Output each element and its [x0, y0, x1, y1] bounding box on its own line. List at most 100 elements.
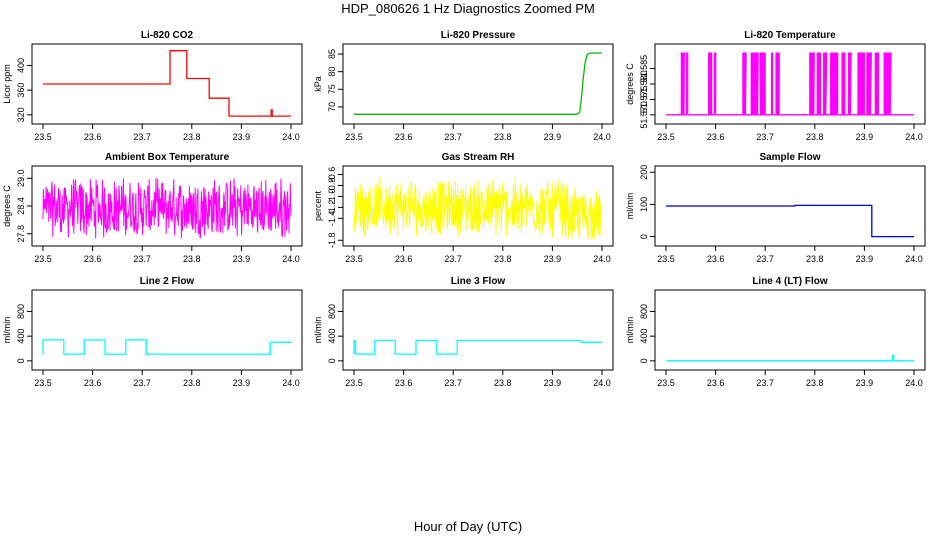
li-820-pressure-xtick-label: 23.9	[544, 132, 562, 142]
panel-line-2-flow: Line 2 Flow ml/min 23.5 23.6 23.7 23.8 23.9 24.…	[2, 276, 303, 388]
li-820-co2-series-line	[43, 50, 291, 117]
li-820-temperature-ytick-label: 51.570	[639, 101, 649, 129]
ambient-box-temperature-xtick-label: 23.6	[84, 254, 102, 264]
li-820-co2-xtick-label: 23.8	[183, 132, 201, 142]
li-820-pressure-title: Li-820 Pressure	[441, 30, 516, 41]
li-820-pressure-ytick-label: 80	[327, 67, 337, 77]
ambient-box-temperature-xtick-label: 23.5	[34, 254, 52, 264]
ambient-box-temperature-ytick-label: 29.0	[16, 169, 26, 187]
line-3-flow-xtick-label: 23.7	[444, 378, 462, 388]
line-2-flow-ytick-label: 0	[16, 358, 26, 363]
line-4-lt-flow-xtick-label: 23.8	[806, 378, 824, 388]
gas-stream-rh-xtick-label: 24.0	[593, 254, 611, 264]
line-4-lt-flow-frame	[654, 289, 926, 371]
gas-stream-rh-xtick-label: 23.5	[345, 254, 363, 264]
line-4-lt-flow-ylabel: ml/min	[625, 317, 635, 344]
li-820-pressure-frame	[342, 43, 614, 125]
sample-flow-xtick-label: 23.9	[856, 254, 874, 264]
li-820-pressure-ytick-label: 85	[327, 49, 337, 59]
li-820-temperature-xtick-label: 24.0	[905, 132, 923, 142]
gas-stream-rh-xtick-label: 23.8	[494, 254, 512, 264]
line-4-lt-flow-xtick-label: 23.6	[707, 378, 725, 388]
li-820-temperature-xtick-label: 23.5	[657, 132, 675, 142]
line-3-flow-ylabel: ml/min	[313, 317, 323, 344]
line-3-flow-xtick-label: 23.5	[345, 378, 363, 388]
li-820-temperature-xtick-label: 23.6	[707, 132, 725, 142]
line-3-flow-xtick-label: 23.9	[544, 378, 562, 388]
li-820-pressure-ylabel: kPa	[313, 76, 323, 92]
sample-flow-ylabel: ml/min	[625, 193, 635, 220]
sample-flow-xtick-label: 23.8	[806, 254, 824, 264]
line-3-flow-series-line	[353, 339, 602, 355]
li-820-pressure-xtick-label: 23.7	[444, 132, 462, 142]
panel-sample-flow: Sample Flow ml/min 23.5 23.6 23.7 23.8 23.9 24.…	[625, 152, 926, 264]
li-820-co2-xtick-label: 23.5	[34, 132, 52, 142]
line-3-flow-xtick-label: 24.0	[593, 378, 611, 388]
line-3-flow-frame	[342, 289, 614, 371]
sample-flow-series-line	[666, 204, 914, 238]
line-2-flow-xtick-label: 23.5	[34, 378, 52, 388]
line-3-flow-xtick-label: 23.6	[395, 378, 413, 388]
sample-flow-title: Sample Flow	[759, 152, 820, 163]
line-3-flow-ytick-label: 800	[327, 304, 337, 319]
li-820-pressure-ytick-label: 75	[327, 84, 337, 94]
panel-li-820-co2: Li-820 CO2 Licor ppm 23.5 23.6 23.7 23.8 23.9 2…	[2, 30, 303, 142]
li-820-pressure-ytick-label: 70	[327, 102, 337, 112]
li-820-temperature-xtick-label: 23.9	[856, 132, 874, 142]
li-820-temperature-ytick-label: 51.585	[639, 55, 649, 83]
panel-ambient-box-temperature: Ambient Box Temperature degrees C 23.5 23.6…	[2, 152, 303, 264]
line-2-flow-xtick-label: 23.6	[84, 378, 102, 388]
line-4-lt-flow-xtick-label: 23.5	[657, 378, 675, 388]
gas-stream-rh-ytick-label: -1.2	[327, 200, 337, 216]
line-4-lt-flow-xtick-label: 24.0	[905, 378, 923, 388]
li-820-co2-xtick-label: 23.6	[84, 132, 102, 142]
ambient-box-temperature-ytick-label: 28.4	[16, 197, 26, 215]
li-820-co2-frame	[31, 43, 303, 125]
sample-flow-ytick-label: 200	[639, 165, 649, 180]
li-820-pressure-xtick-label: 24.0	[593, 132, 611, 142]
li-820-pressure-xtick-label: 23.6	[395, 132, 413, 142]
li-820-pressure-series-line	[354, 52, 602, 115]
li-820-co2-ytick-label: 320	[16, 107, 26, 122]
gas-stream-rh-frame	[342, 165, 614, 247]
li-820-temperature-ytick-label: 51.575	[639, 86, 649, 114]
gas-stream-rh-ytick-label: -1.4	[327, 211, 337, 227]
sample-flow-frame	[654, 165, 926, 247]
line-4-lt-flow-ytick-label: 0	[639, 358, 649, 363]
li-820-pressure-xtick-label: 23.5	[345, 132, 363, 142]
sample-flow-ytick-label: 100	[639, 197, 649, 212]
panel-gas-stream-rh: Gas Stream RH percent 23.5 23.6 23.7 23.8 23.9…	[313, 152, 614, 264]
line-2-flow-xtick-label: 24.0	[282, 378, 300, 388]
ambient-box-temperature-ytick-label: 27.8	[16, 225, 26, 243]
ambient-box-temperature-title: Ambient Box Temperature	[105, 152, 230, 163]
line-4-lt-flow-xtick-label: 23.9	[856, 378, 874, 388]
ambient-box-temperature-series-line	[42, 177, 292, 239]
sample-flow-ytick-label: 0	[639, 234, 649, 239]
gas-stream-rh-ytick-label: -1.8	[327, 233, 337, 249]
sample-flow-xtick-label: 24.0	[905, 254, 923, 264]
line-2-flow-ytick-label: 400	[16, 329, 26, 344]
line-4-lt-flow-ytick-label: 400	[639, 329, 649, 344]
li-820-temperature-xtick-label: 23.8	[806, 132, 824, 142]
line-2-flow-ytick-label: 800	[16, 304, 26, 319]
line-3-flow-ytick-label: 0	[327, 358, 337, 363]
li-820-temperature-ylabel: degrees C	[625, 63, 635, 105]
gas-stream-rh-xtick-label: 23.7	[444, 254, 462, 264]
line-4-lt-flow-ytick-label: 800	[639, 304, 649, 319]
li-820-co2-xtick-label: 23.7	[133, 132, 151, 142]
gas-stream-rh-xtick-label: 23.6	[395, 254, 413, 264]
sample-flow-xtick-label: 23.5	[657, 254, 675, 264]
line-2-flow-xtick-label: 23.8	[183, 378, 201, 388]
li-820-co2-ytick-label: 400	[16, 58, 26, 73]
line-3-flow-ytick-label: 400	[327, 329, 337, 344]
li-820-co2-xtick-label: 23.9	[233, 132, 251, 142]
ambient-box-temperature-xtick-label: 23.9	[233, 254, 251, 264]
gas-stream-rh-series-line	[353, 176, 603, 241]
gas-stream-rh-xtick-label: 23.9	[544, 254, 562, 264]
li-820-co2-xtick-label: 24.0	[282, 132, 300, 142]
line-2-flow-frame	[31, 289, 303, 371]
gas-stream-rh-ytick-label: -0.6	[327, 167, 337, 183]
x-axis-caption: Hour of Day (UTC)	[413, 519, 523, 534]
sample-flow-xtick-label: 23.6	[707, 254, 725, 264]
